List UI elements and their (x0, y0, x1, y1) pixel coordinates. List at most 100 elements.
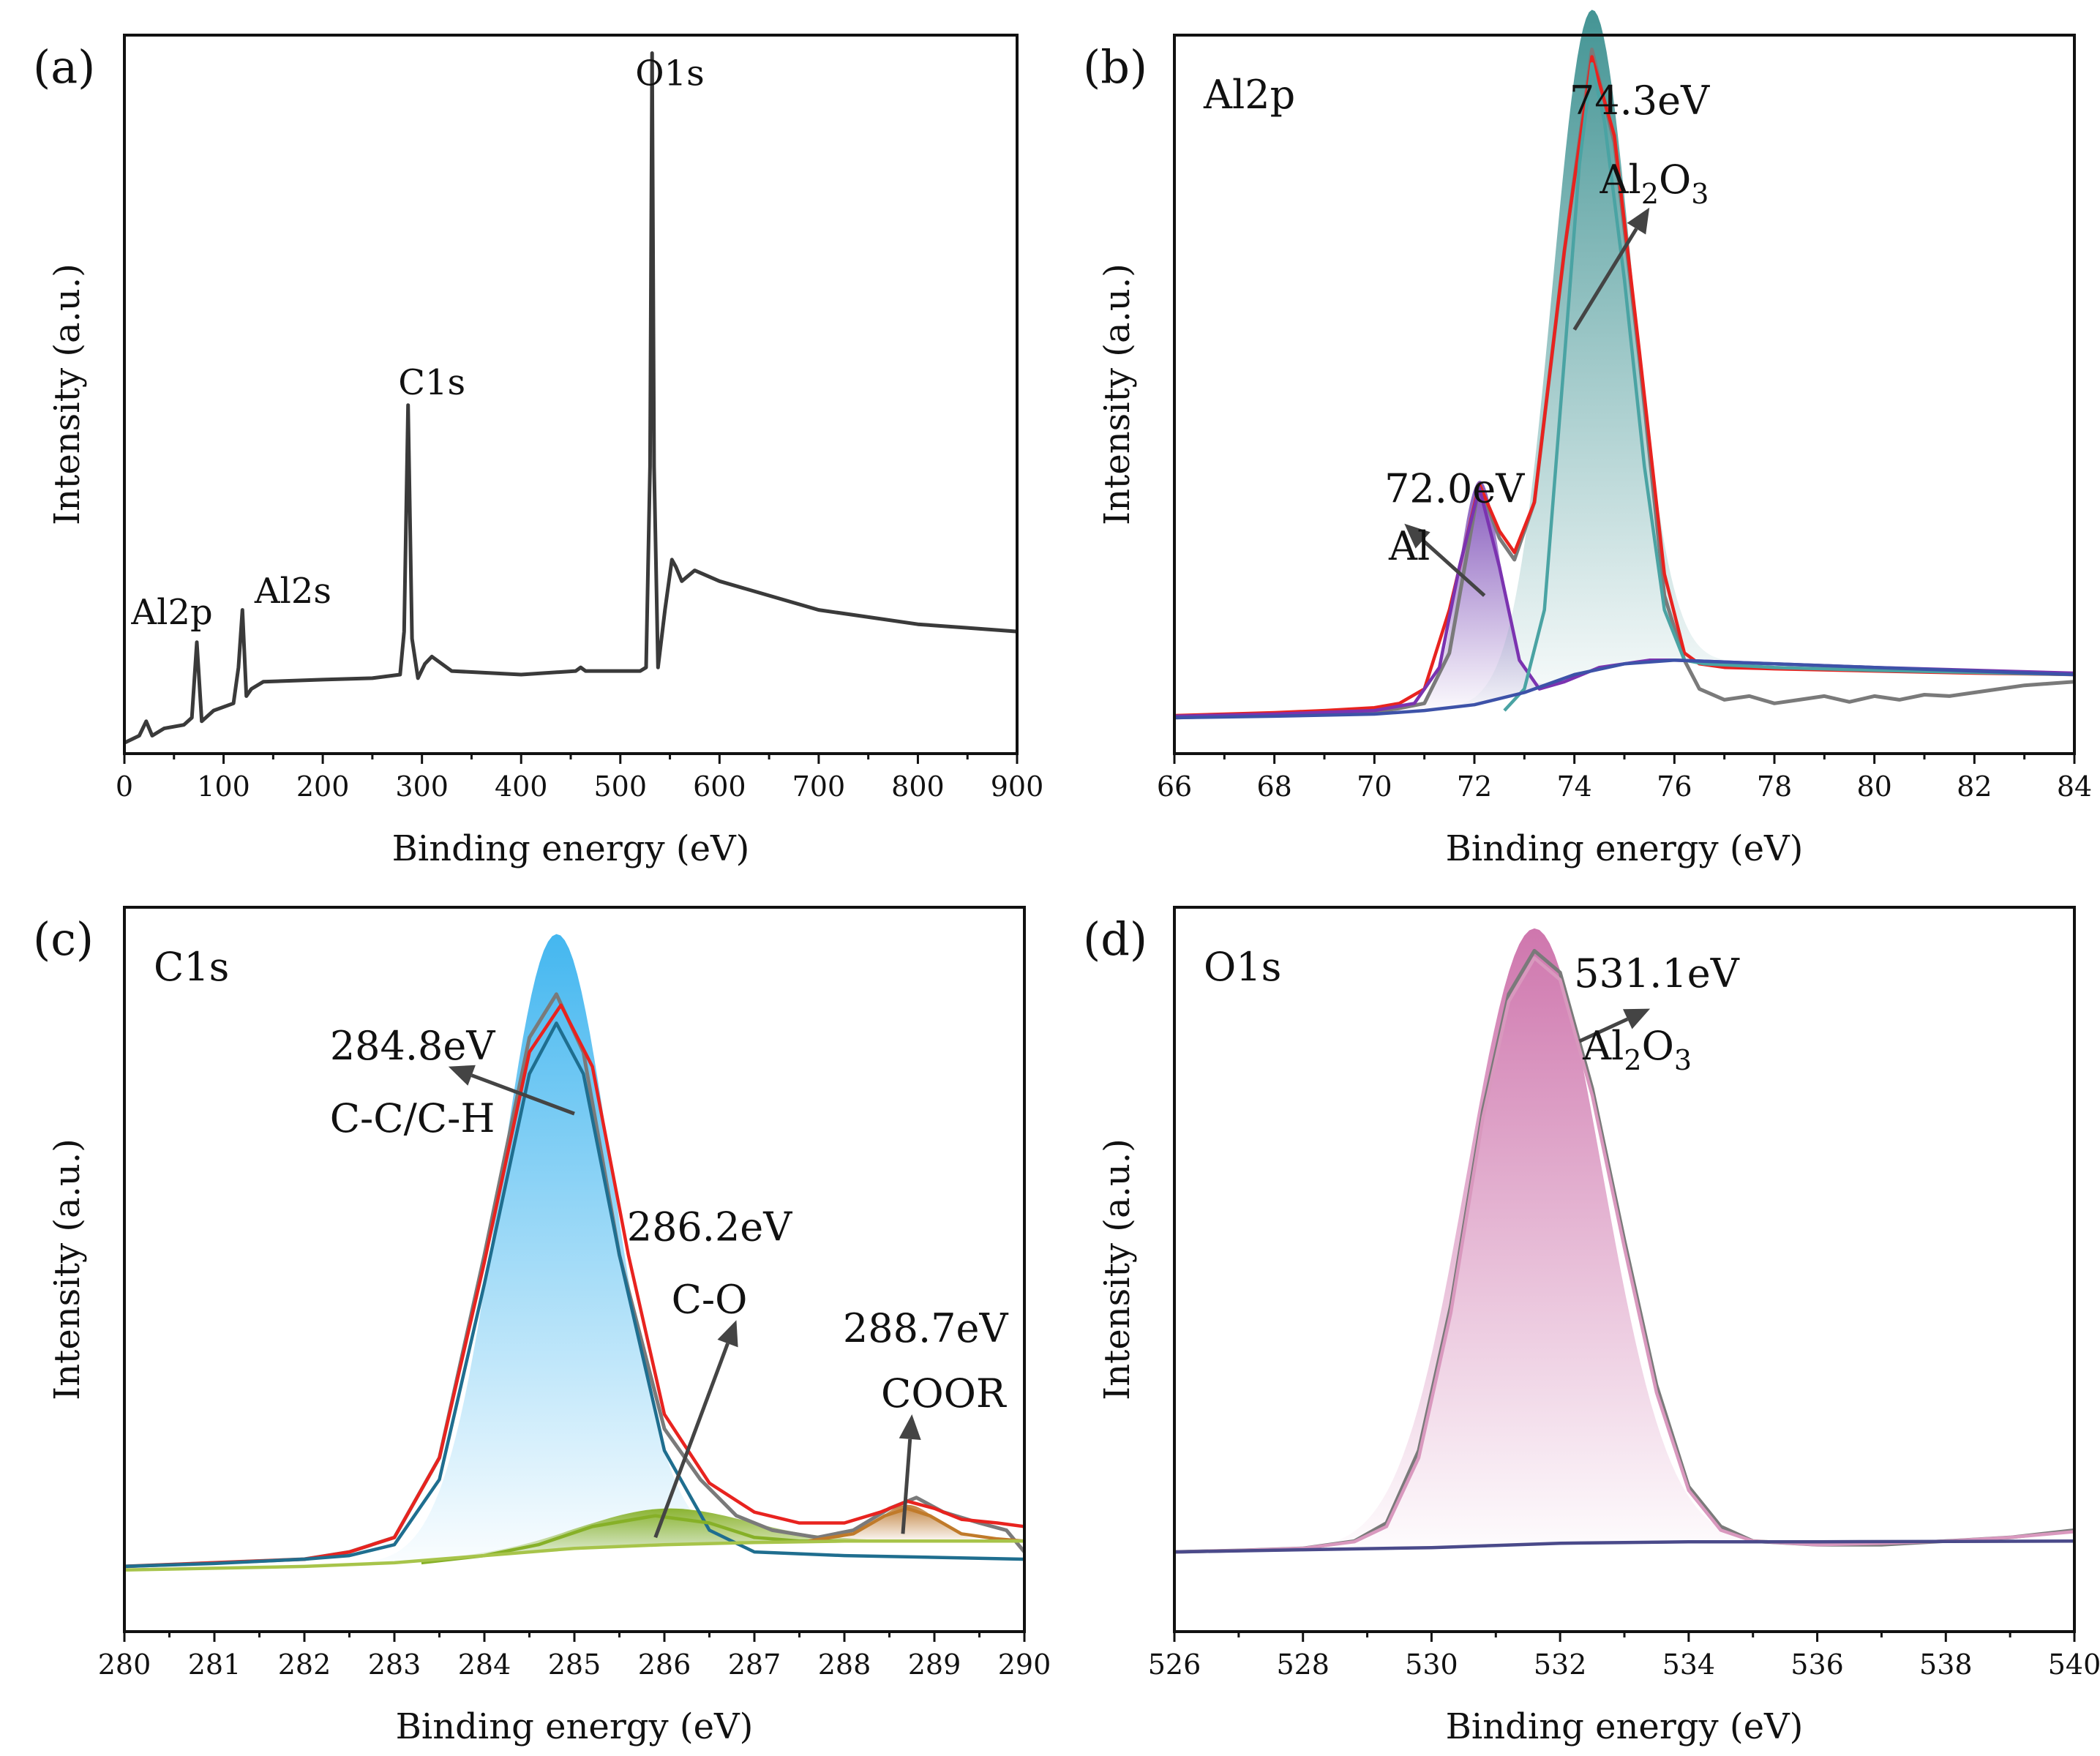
annotation-text: 74.3eV (1570, 78, 1710, 124)
panel-label: (a) (33, 40, 95, 94)
annotation-label: C1s (398, 362, 465, 403)
series-line-0 (123, 51, 1018, 745)
annotation-text: Al (1582, 1023, 1624, 1069)
panel-b: 66 68 70 72 74 76 78 80 82 84 Binding energy (eV) I… (1083, 10, 2092, 869)
x-tick-label: 200 (296, 770, 350, 803)
y-axis-title: Intensity (a.u.) (47, 1138, 88, 1400)
panel-label: (c) (33, 912, 94, 966)
panel-c: 280 281 282 283 284 285 286 287 288 289 290 Binding… (33, 906, 1051, 1747)
x-tick-label: 536 (1790, 1648, 1844, 1681)
peak-fill-0 (1230, 928, 1839, 1551)
annotation-text: 531.1eV (1574, 950, 1740, 997)
annotation-arrow-head (448, 1065, 476, 1086)
y-axis-title: Intensity (a.u.) (47, 263, 88, 525)
series-line-fit (1174, 956, 2075, 1554)
panel-tag: C1s (154, 944, 229, 990)
annotation-arrow-shaft (1421, 539, 1486, 597)
y-axis-title: Intensity (a.u.) (1097, 1138, 1138, 1400)
annotation-text: COOR (881, 1370, 1007, 1417)
annotation-subscript: 2 (1641, 178, 1659, 210)
annotation-subscript: 2 (1624, 1044, 1641, 1076)
annotation-arrow-head (1627, 207, 1650, 235)
x-tick-label: 70 (1357, 770, 1392, 803)
x-tick-label: 283 (368, 1648, 421, 1681)
x-tick-label: 72 (1457, 770, 1492, 803)
x-axis-title: Binding energy (eV) (1446, 828, 1804, 869)
annotation-text: C1s (398, 362, 465, 403)
annotation-text: 284.8eV (330, 1023, 496, 1069)
x-axis-title: Binding energy (eV) (392, 828, 750, 869)
panel-label: (b) (1083, 40, 1147, 94)
panel-label: (d) (1083, 912, 1147, 966)
series-line-fit (124, 1003, 1025, 1569)
annotation-label: Al2p (130, 592, 212, 633)
annotation-text: 288.7eV (843, 1305, 1009, 1351)
x-tick-label: 600 (693, 770, 746, 803)
annotation-arrow-head (717, 1320, 738, 1348)
annotation-label: Al (1388, 523, 1430, 569)
annotation-subscript: 3 (1691, 178, 1709, 210)
panel-a: 0 100 200 300 400 500 600 700 800 900 Binding ener… (33, 34, 1043, 869)
annotation-label: 284.8eV (330, 1023, 496, 1069)
annotation-label: COOR (881, 1370, 1007, 1417)
annotation-text: O (1642, 1023, 1674, 1069)
peak-fill-2 (778, 1504, 1038, 1542)
x-tick-label: 540 (2048, 1648, 2100, 1681)
annotation-arrow-shaft (901, 1438, 912, 1534)
annotation-arrow-shaft (1572, 228, 1638, 331)
x-tick-label: 530 (1405, 1648, 1458, 1681)
annotation-text: O (1659, 157, 1691, 203)
annotation-text: C-C/C-H (330, 1095, 495, 1141)
x-tick-label: 282 (278, 1648, 331, 1681)
annotation-subscript: 3 (1674, 1044, 1692, 1076)
x-tick-label: 528 (1276, 1648, 1330, 1681)
x-tick-label: 288 (818, 1648, 871, 1681)
annotation-label: 531.1eV (1574, 950, 1740, 997)
x-tick-label: 80 (1856, 770, 1891, 803)
y-axis-title: Intensity (a.u.) (1097, 263, 1138, 525)
annotation-label: O1s (635, 53, 705, 94)
x-axis-title: Binding energy (eV) (1446, 1706, 1804, 1747)
x-tick-label: 78 (1757, 770, 1792, 803)
x-tick-label: 290 (998, 1648, 1051, 1681)
panel-d: 526 528 530 532 534 536 538 540 Binding energy (… (1083, 906, 2100, 1747)
annotation-text: Al (1388, 523, 1430, 569)
x-tick-label: 538 (1919, 1648, 1973, 1681)
x-tick-label: 280 (98, 1648, 151, 1681)
x-tick-label: 76 (1657, 770, 1692, 803)
x-tick-label: 287 (728, 1648, 781, 1681)
x-tick-label: 700 (792, 770, 846, 803)
annotation-label: 72.0eV (1384, 465, 1525, 511)
annotation-text: 286.2eV (627, 1204, 793, 1250)
annotation-label: C-O (672, 1276, 748, 1322)
series-line-raw (1174, 48, 2075, 720)
x-tick-label: 532 (1534, 1648, 1587, 1681)
x-tick-label: 526 (1148, 1648, 1201, 1681)
x-tick-label: 281 (188, 1648, 241, 1681)
series-line-component-Al2O3 (1503, 62, 2075, 712)
series-line-fit (1174, 55, 2075, 718)
annotation-label: 288.7eV (843, 1305, 1009, 1351)
x-axis-title: Binding energy (eV) (396, 1706, 754, 1747)
series-line-background (1174, 658, 2075, 720)
x-tick-label: 284 (458, 1648, 511, 1681)
x-tick-label: 68 (1256, 770, 1291, 803)
x-tick-label: 74 (1556, 770, 1591, 803)
x-tick-label: 289 (908, 1648, 961, 1681)
x-tick-label: 286 (638, 1648, 691, 1681)
annotation-arrow-head (1404, 523, 1430, 549)
series-line-background (1174, 1539, 2075, 1554)
annotation-text: Al2s (254, 571, 331, 612)
series-line-component-CC (124, 1021, 1025, 1569)
annotation-label: Al2s (254, 571, 331, 612)
annotation-label: Al2O3 (1582, 1023, 1692, 1076)
annotation-label: 286.2eV (627, 1204, 793, 1250)
annotation-label: Al2O3 (1600, 157, 1709, 210)
annotation-arrow-shaft (470, 1073, 575, 1116)
annotation-arrow-shaft (1578, 1017, 1629, 1043)
x-tick-label: 500 (594, 770, 648, 803)
peak-fill-1 (299, 1508, 1030, 1566)
x-tick-label: 100 (197, 770, 250, 803)
peak-fill-0 (305, 934, 808, 1566)
